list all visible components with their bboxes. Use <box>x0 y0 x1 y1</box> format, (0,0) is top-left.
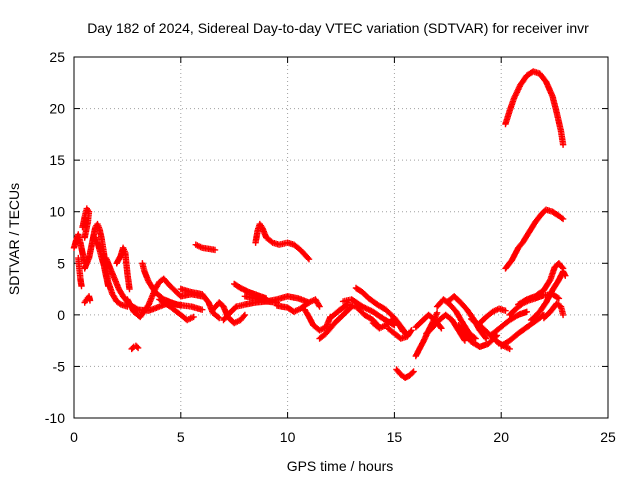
series-arc-36 <box>476 305 509 327</box>
grid <box>74 57 608 418</box>
series-marks <box>70 231 88 267</box>
series-marks <box>128 342 142 353</box>
series-arc-20 <box>273 296 323 315</box>
series-arc-12 <box>156 296 197 324</box>
y-tick-label: 0 <box>57 307 65 323</box>
series-marks <box>487 308 530 339</box>
series-arc-40 <box>515 260 567 308</box>
x-tick-label: 20 <box>493 429 509 445</box>
series-marks <box>476 305 509 327</box>
axis-ticks: 0 5 10 15 20 25 -10 -5 0 5 10 15 20 25 <box>45 49 616 445</box>
series-marks <box>156 296 197 324</box>
series-arc-38 <box>498 311 548 349</box>
x-tick-label: 0 <box>70 429 78 445</box>
series-marks <box>384 325 415 342</box>
y-tick-label: 10 <box>49 204 65 220</box>
series-marks <box>92 234 112 290</box>
series-arc-41 <box>527 268 569 324</box>
series-marks <box>75 254 85 290</box>
y-tick-label: 25 <box>49 49 65 65</box>
series-arc-10 <box>128 342 142 353</box>
y-axis-label: SDTVAR / TECUs <box>6 183 22 295</box>
series-arc-04 <box>81 293 94 306</box>
series-marks <box>113 244 133 293</box>
y-tick-label: 20 <box>49 101 65 117</box>
series-marks <box>252 220 313 263</box>
series-arc-08 <box>113 244 133 293</box>
series-arc-01 <box>70 231 88 267</box>
series-arc-26 <box>369 316 407 335</box>
series-arc-18 <box>231 280 270 302</box>
series-marks <box>393 366 417 381</box>
series-marks <box>540 300 567 322</box>
series-arc-14 <box>192 241 219 254</box>
chart-title: Day 182 of 2024, Sidereal Day-to-day VTE… <box>87 20 589 36</box>
x-axis-label: GPS time / hours <box>287 458 394 474</box>
series-marks <box>273 296 323 315</box>
series-arc-44 <box>502 68 567 148</box>
series-marks <box>192 241 219 254</box>
series-marks <box>139 260 206 313</box>
series-marks <box>369 316 407 335</box>
series-arc-27 <box>384 325 415 342</box>
series-arc-19 <box>252 220 313 263</box>
y-tick-label: 15 <box>49 152 65 168</box>
series-arc-43 <box>502 206 567 272</box>
series-marks <box>515 260 567 308</box>
series-marks <box>502 68 567 148</box>
series-arc-21 <box>301 306 334 334</box>
y-tick-label: -10 <box>45 410 65 426</box>
series-marks <box>498 311 548 349</box>
x-tick-label: 10 <box>280 429 296 445</box>
y-tick-label: 5 <box>57 255 65 271</box>
series-arc-37 <box>487 308 530 339</box>
series-arc-02 <box>79 205 93 241</box>
series-marks <box>502 206 567 272</box>
series-marks <box>527 268 569 324</box>
x-tick-label: 5 <box>177 429 185 445</box>
series-arc-06 <box>92 234 112 290</box>
x-tick-label: 15 <box>387 429 403 445</box>
series-arc-42 <box>540 300 567 322</box>
x-tick-label: 25 <box>600 429 616 445</box>
series-arc-11 <box>139 260 206 313</box>
series-marks <box>81 293 94 306</box>
series-marks <box>231 280 270 302</box>
series-marks <box>301 306 334 334</box>
series-arc-28 <box>393 366 417 381</box>
y-tick-label: -5 <box>53 358 66 374</box>
data-marks <box>70 68 569 381</box>
series-arc-03 <box>75 254 85 290</box>
series-marks <box>79 205 93 241</box>
series-marks <box>316 303 355 342</box>
series-arc-22 <box>316 303 355 342</box>
